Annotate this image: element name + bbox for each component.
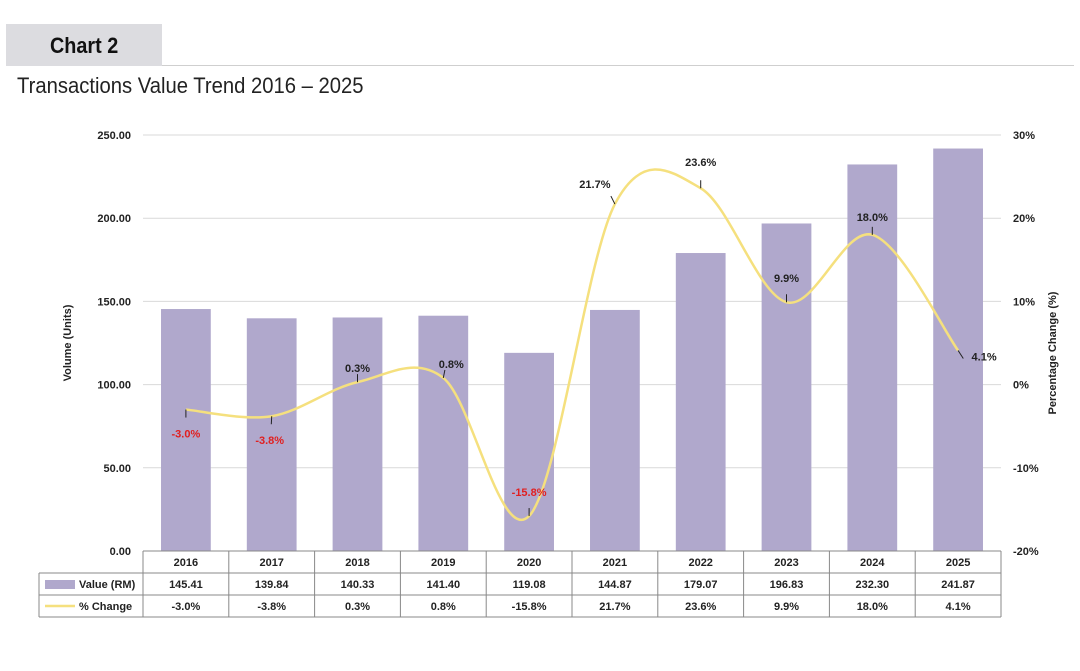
bar-value-rm [418,315,469,551]
percent-change-data-label: 9.9% [774,273,799,285]
chart-number-label: Chart 2 [50,33,119,58]
table-cell-value: 196.83 [770,579,804,591]
y2-tick-label: 10% [1013,296,1035,308]
x-category-label: 2017 [259,557,283,569]
percent-change-data-label: 4.1% [972,351,997,363]
x-category-label: 2019 [431,557,455,569]
data-label-leader [442,369,446,379]
y-tick-label: 0.00 [110,546,131,558]
table-cell-value: 179.07 [684,579,718,591]
x-category-label: 2023 [774,557,798,569]
header-divider [162,65,1074,66]
table-cell-change: -3.8% [257,601,286,613]
bar-value-rm [332,317,383,551]
table-cell-change: 0.3% [345,601,370,613]
table-cell-value: 241.87 [941,579,975,591]
bar-value-rm [504,352,554,551]
table-cell-change: 21.7% [599,601,630,613]
y-tick-label: 150.00 [97,296,131,308]
bar-value-rm [590,309,640,551]
y-axis-title: Volume (Units) [62,304,74,381]
y-tick-label: 100.00 [97,380,131,392]
x-category-label: 2021 [603,557,627,569]
x-category-label: 2018 [345,557,369,569]
legend-label-value: Value (RM) [79,579,136,591]
y2-tick-label: -10% [1013,463,1039,475]
x-category-label: 2020 [517,557,541,569]
percent-change-data-label: -3.0% [172,429,201,441]
x-category-label: 2025 [946,557,970,569]
table-cell-change: 23.6% [685,601,716,613]
y2-tick-label: 30% [1013,130,1035,142]
percent-change-data-label: 18.0% [857,212,888,224]
y-tick-label: 250.00 [97,130,131,142]
table-cell-value: 119.08 [513,579,546,591]
bar-value-rm [161,309,211,551]
percent-change-data-label: -3.8% [255,435,284,447]
data-label-leader [610,195,616,205]
y2-tick-label: -20% [1013,546,1039,558]
table-cell-change: -3.0% [172,601,201,613]
x-category-label: 2016 [174,557,198,569]
table-cell-change: 9.9% [774,601,799,613]
table-cell-value: 141.40 [426,579,460,591]
percent-change-data-label: 23.6% [685,157,716,169]
legend-label-change: % Change [79,601,132,613]
table-cell-value: 140.33 [341,579,375,591]
table-cell-value: 232.30 [855,579,889,591]
percent-change-data-label: 0.8% [439,359,464,371]
chart-title: Transactions Value Trend 2016 – 2025 [17,73,364,98]
table-cell-value: 139.84 [255,579,290,591]
y2-tick-label: 20% [1013,213,1035,225]
percent-change-data-label: 21.7% [579,179,610,191]
percent-change-data-label: -15.8% [512,487,547,499]
table-cell-change: 18.0% [857,601,888,613]
data-label-leader [957,350,964,359]
chart-number-tag: Chart 2 [6,24,162,66]
x-category-label: 2022 [688,557,712,569]
y2-tick-label: 0% [1013,380,1029,392]
table-cell-change: -15.8% [512,601,547,613]
y2-axis-title: Percentage Change (%) [1047,291,1059,414]
table-cell-value: 144.87 [598,579,632,591]
percent-change-data-label: 0.3% [345,363,370,375]
table-cell-value: 145.41 [169,579,203,591]
legend-swatch-value [45,580,75,589]
x-category-label: 2024 [860,557,885,569]
percent-change-line [185,168,960,521]
bar-value-rm [246,318,297,551]
y-tick-label: 50.00 [103,463,131,475]
y-tick-label: 200.00 [97,213,131,225]
table-cell-change: 4.1% [946,601,971,613]
bar-value-rm [761,223,812,551]
bar-value-rm [675,253,726,551]
table-cell-change: 0.8% [431,601,456,613]
